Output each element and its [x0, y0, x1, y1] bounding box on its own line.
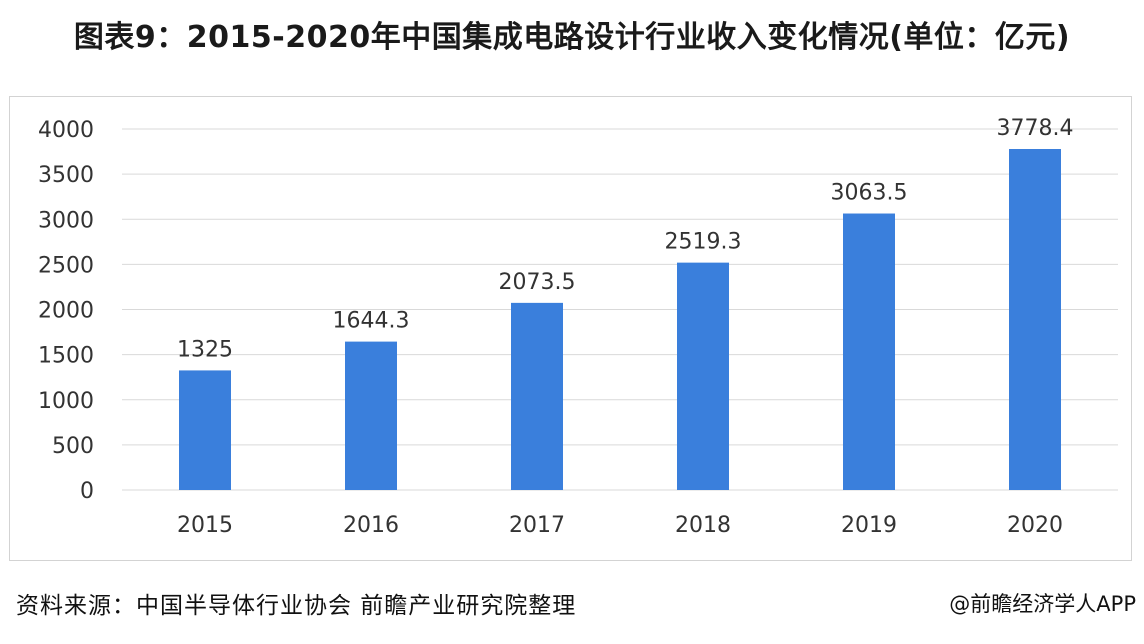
data-label: 3778.4 — [997, 116, 1074, 141]
y-tick-label: 2500 — [38, 253, 94, 278]
chart-area: 0 500 1000 1500 2000 2500 3000 3500 4000 1325 2015… — [9, 96, 1132, 561]
credit-note: @前瞻经济学人APP — [949, 592, 1136, 616]
y-tick-label: 1000 — [38, 389, 94, 414]
bar — [1009, 148, 1061, 491]
y-tick-label: 2000 — [38, 299, 94, 324]
y-tick-label: 3000 — [38, 208, 94, 233]
data-label: 1325 — [177, 337, 233, 362]
y-tick-label: 3500 — [38, 163, 94, 188]
y-tick-label: 1500 — [38, 344, 94, 369]
bar-chart: 0 500 1000 1500 2000 2500 3000 3500 4000 1325 2015… — [38, 116, 1118, 538]
x-tick-label: 2019 — [841, 513, 897, 538]
x-tick-label: 2018 — [675, 513, 731, 538]
x-tick-label: 2015 — [177, 513, 233, 538]
bar — [179, 370, 231, 490]
x-tick-label: 2020 — [1007, 513, 1063, 538]
y-tick-label: 4000 — [38, 118, 94, 143]
data-label: 1644.3 — [333, 309, 410, 334]
bar — [511, 302, 563, 490]
x-tick-label: 2016 — [343, 513, 399, 538]
data-label: 2073.5 — [499, 270, 576, 295]
x-tick-label: 2017 — [509, 513, 565, 538]
data-label: 2519.3 — [665, 230, 742, 255]
y-tick-label: 500 — [52, 434, 94, 459]
chart-title: 图表9：2015-2020年中国集成电路设计行业收入变化情况(单位：亿元) — [73, 20, 1071, 55]
bar — [677, 262, 729, 490]
source-note: 资料来源：中国半导体行业协会 前瞻产业研究院整理 — [16, 593, 577, 619]
data-label: 3063.5 — [831, 181, 908, 206]
bar — [843, 213, 895, 490]
y-tick-label: 0 — [80, 479, 94, 504]
bar — [345, 341, 397, 490]
